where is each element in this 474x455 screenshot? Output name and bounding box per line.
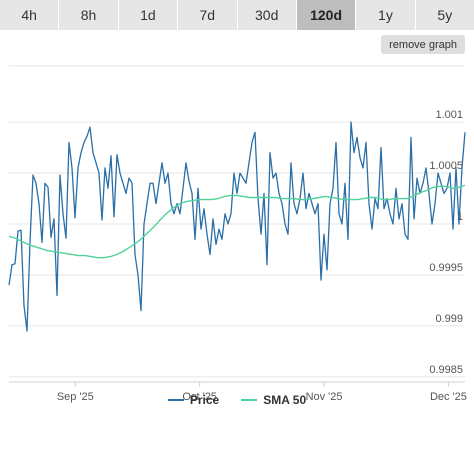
remove-graph-button[interactable]: remove graph	[381, 35, 465, 54]
legend-label-sma50: SMA 50	[263, 393, 307, 407]
legend-item-sma50[interactable]: SMA 50	[241, 393, 306, 407]
tab-1y[interactable]: 1y	[356, 0, 416, 30]
y-tick-label: 0.9985	[429, 364, 463, 376]
legend-label-price: Price	[189, 393, 220, 407]
sma50-line	[8, 184, 466, 259]
y-tick-label: 1	[457, 211, 463, 223]
tab-30d[interactable]: 30d	[237, 0, 297, 30]
price-line	[8, 121, 466, 332]
legend-item-price[interactable]: Price	[167, 393, 220, 407]
tab-8h[interactable]: 8h	[59, 0, 119, 30]
sma50-swatch	[241, 399, 258, 401]
price-swatch	[167, 399, 184, 401]
tab-120d[interactable]: 120d	[296, 0, 357, 30]
y-tick-label: 0.9995	[429, 262, 463, 274]
y-tick-label: 1.0005	[429, 160, 463, 172]
x-tick-label: Oct '25	[182, 391, 217, 403]
x-tick-label: Dec '25	[430, 391, 467, 403]
chart-legend: Price SMA 50	[0, 393, 474, 407]
timeframe-tabs: 4h 8h 1d 7d 30d 120d 1y 5y	[0, 0, 474, 30]
y-tick-label: 1.001	[435, 109, 463, 121]
tab-5y[interactable]: 5y	[415, 0, 474, 30]
tab-7d[interactable]: 7d	[178, 0, 238, 30]
tab-1d[interactable]: 1d	[118, 0, 179, 30]
x-tick-label: Nov '25	[306, 391, 343, 403]
x-tick-label: Sep '25	[57, 391, 94, 403]
y-tick-label: 0.999	[435, 313, 463, 325]
tab-4h[interactable]: 4h	[0, 0, 60, 30]
